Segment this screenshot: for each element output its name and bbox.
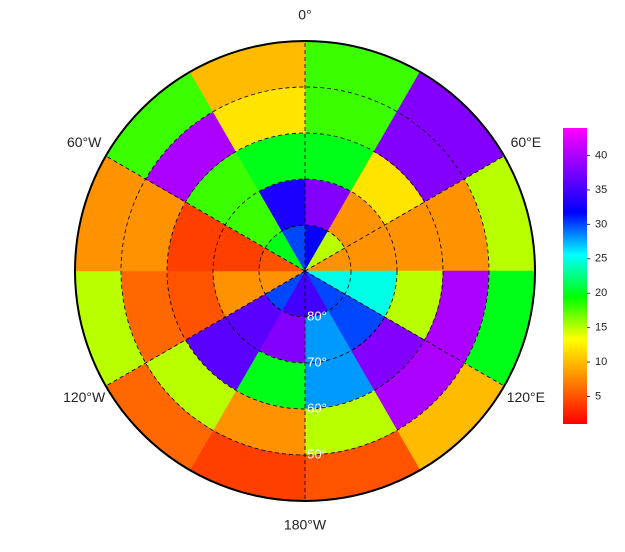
map-border <box>74 40 536 502</box>
colorbar-tick-label: 20 <box>595 287 607 299</box>
colorbar-tick-label: 25 <box>595 253 607 265</box>
colorbar-tick-label: 5 <box>595 390 601 402</box>
lat-label: 80° <box>307 308 327 323</box>
colorbar-tick-label: 30 <box>595 218 607 230</box>
lon-label: 120°E <box>507 389 545 405</box>
meridian <box>304 155 505 272</box>
lon-label: 60°W <box>67 134 102 150</box>
lat-label: 50° <box>307 446 327 461</box>
meridian <box>105 270 306 387</box>
lon-label: 0° <box>298 7 311 23</box>
colorbar-tick-label: 40 <box>595 149 607 161</box>
colorbar-tick-label: 10 <box>595 356 607 368</box>
lon-label: 60°E <box>511 134 542 150</box>
parallel <box>166 132 444 410</box>
lat-label: 60° <box>307 400 327 415</box>
colorbar: 5 10 15 20 25 30 35 40 <box>563 128 607 424</box>
colorbar-tick-label: 15 <box>595 322 607 334</box>
lon-label: 180°W <box>284 517 327 533</box>
lat-label: 70° <box>307 354 327 369</box>
lon-label: 120°W <box>63 389 106 405</box>
parallel <box>212 178 398 364</box>
meridian <box>105 155 306 272</box>
meridian <box>304 270 505 387</box>
colorbar-ramp <box>563 128 587 424</box>
colorbar-tick-label: 35 <box>595 184 607 196</box>
